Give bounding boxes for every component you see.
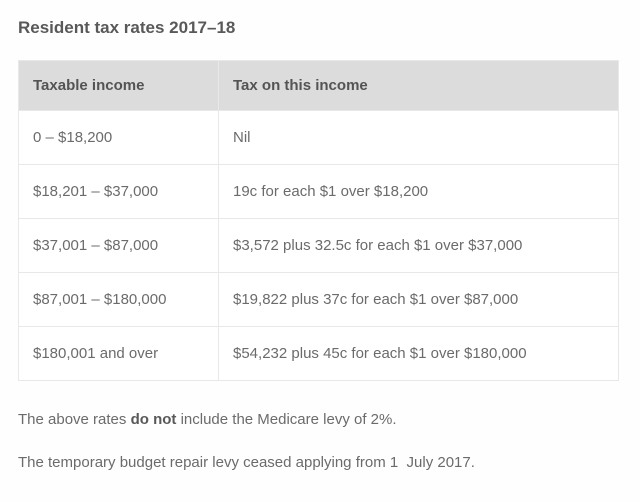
cell-tax: $54,232 plus 45c for each $1 over $180,0… (219, 327, 619, 381)
note-text: The above rates (18, 411, 131, 428)
col-header-income: Taxable income (19, 61, 219, 111)
note-medicare: The above rates do not include the Medic… (18, 409, 622, 430)
cell-income: 0 – $18,200 (19, 111, 219, 165)
cell-tax: Nil (219, 111, 619, 165)
cell-income: $18,201 – $37,000 (19, 165, 219, 219)
cell-tax: 19c for each $1 over $18,200 (219, 165, 619, 219)
table-row: 0 – $18,200 Nil (19, 111, 619, 165)
note-bold: do not (131, 411, 177, 428)
tax-rates-table: Taxable income Tax on this income 0 – $1… (18, 60, 619, 381)
cell-income: $87,001 – $180,000 (19, 273, 219, 327)
table-row: $180,001 and over $54,232 plus 45c for e… (19, 327, 619, 381)
cell-tax: $3,572 plus 32.5c for each $1 over $37,0… (219, 219, 619, 273)
table-header-row: Taxable income Tax on this income (19, 61, 619, 111)
cell-income: $180,001 and over (19, 327, 219, 381)
table-row: $87,001 – $180,000 $19,822 plus 37c for … (19, 273, 619, 327)
table-row: $37,001 – $87,000 $3,572 plus 32.5c for … (19, 219, 619, 273)
cell-income: $37,001 – $87,000 (19, 219, 219, 273)
page-title: Resident tax rates 2017–18 (18, 18, 622, 38)
note-repair-levy: The temporary budget repair levy ceased … (18, 452, 622, 473)
cell-tax: $19,822 plus 37c for each $1 over $87,00… (219, 273, 619, 327)
note-text: include the Medicare levy of 2%. (176, 411, 396, 428)
table-row: $18,201 – $37,000 19c for each $1 over $… (19, 165, 619, 219)
col-header-tax: Tax on this income (219, 61, 619, 111)
